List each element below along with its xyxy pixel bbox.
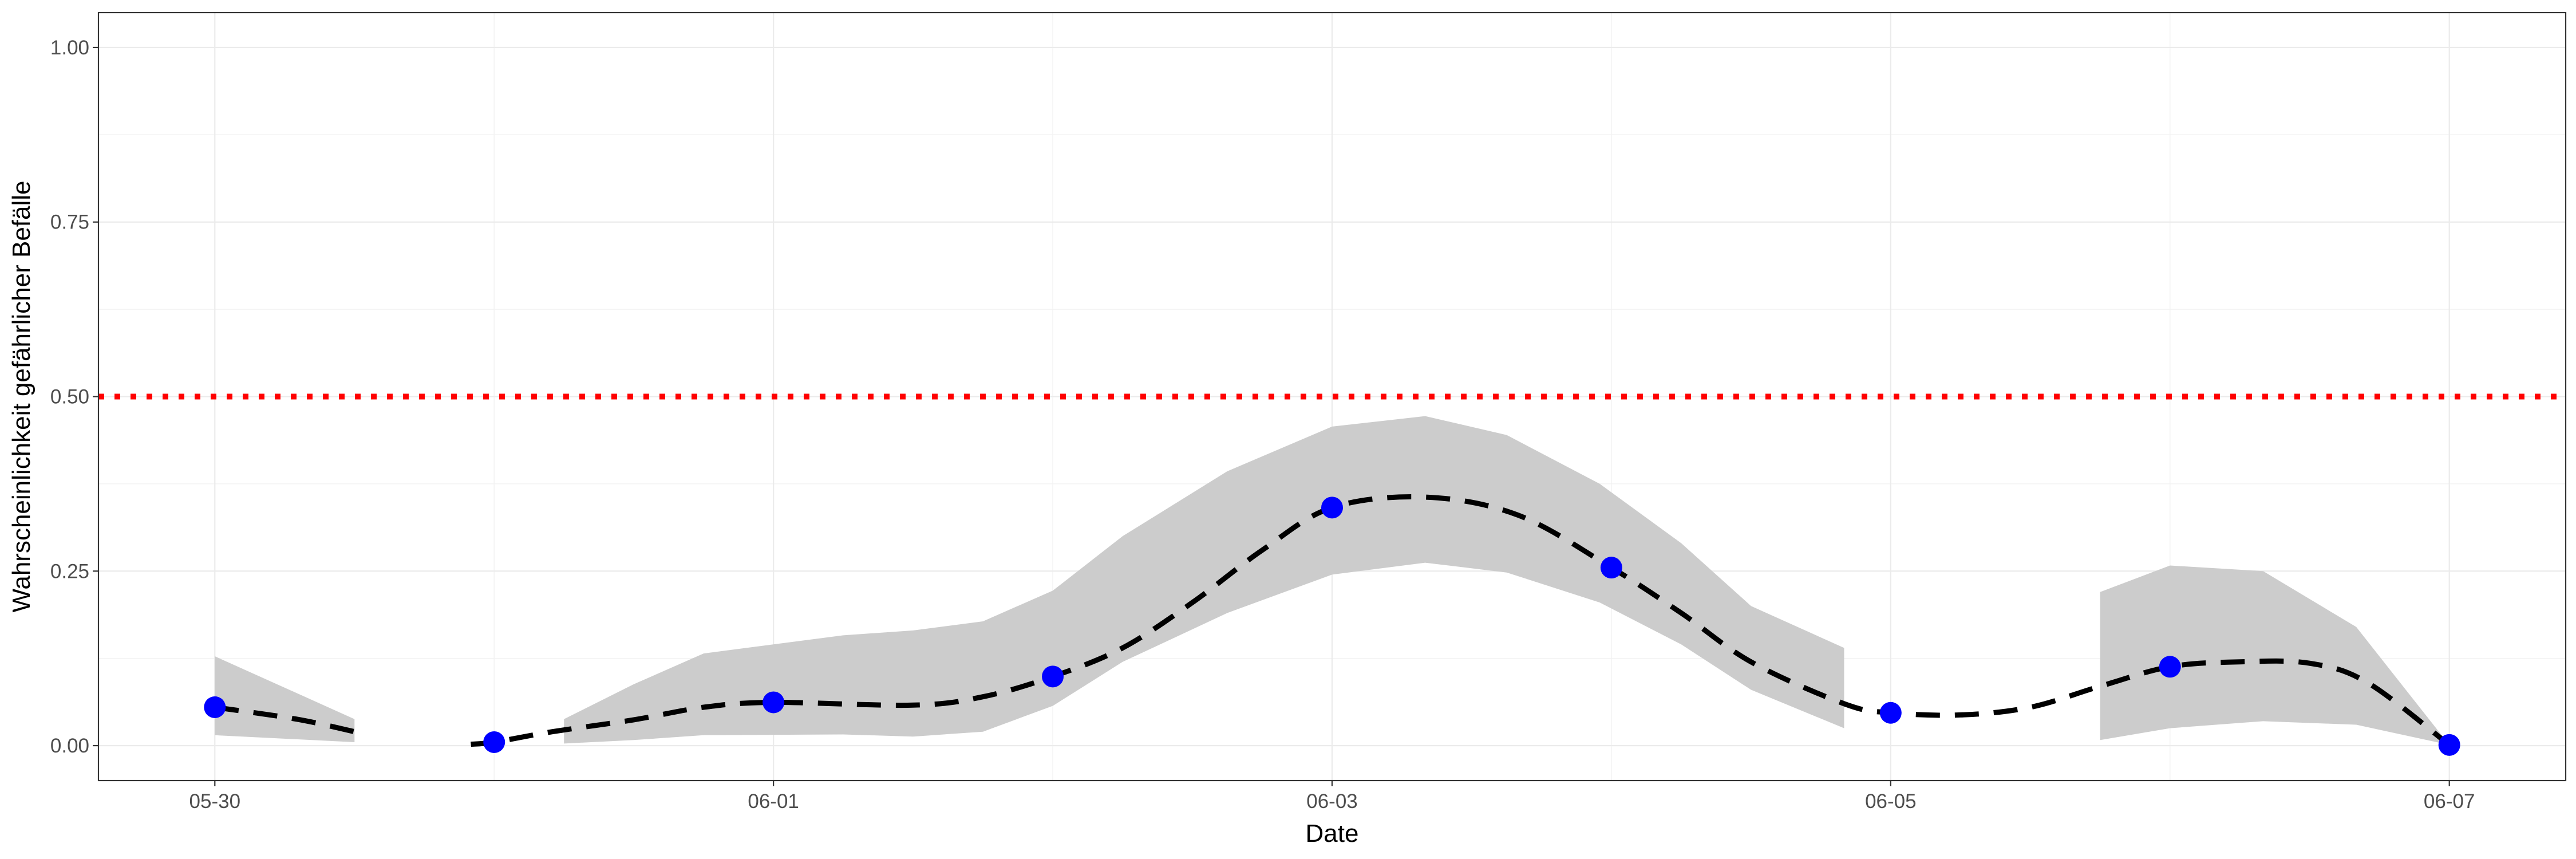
data-point <box>1321 497 1343 519</box>
y-tick-label: 1.00 <box>50 37 89 59</box>
data-point <box>2159 656 2181 678</box>
confidence-band <box>2100 565 2449 745</box>
data-point <box>1600 557 1622 579</box>
data-point <box>1879 702 1902 724</box>
x-tick-label: 06-07 <box>2424 790 2475 813</box>
y-tick-label: 0.50 <box>50 386 89 408</box>
data-point <box>1042 665 1064 688</box>
axes: 0.00 0.25 0.50 0.75 1.00 05-30 06-01 06-03 06-05… <box>50 37 2475 813</box>
x-axis-title: Date <box>1306 819 1359 848</box>
trend-line-segment <box>214 704 355 735</box>
points <box>204 497 2460 756</box>
trend-line-segment <box>471 494 2451 747</box>
data-point <box>762 691 785 714</box>
y-axis-title: Wahrscheinlichkeit gefährlicher Befälle <box>7 180 35 612</box>
x-tick-label: 06-01 <box>748 790 799 813</box>
data-point <box>2438 734 2460 756</box>
trend-line <box>214 494 2451 747</box>
x-tick-label: 05-30 <box>189 790 241 813</box>
x-tick-label: 06-05 <box>1865 790 1917 813</box>
confidence-band <box>564 416 1844 744</box>
data-point <box>204 696 226 718</box>
y-tick-label: 0.00 <box>50 735 89 757</box>
confidence-band <box>215 656 355 742</box>
x-tick-label: 06-03 <box>1306 790 1358 813</box>
ribbons <box>215 416 2449 745</box>
y-tick-label: 0.75 <box>50 211 89 234</box>
data-point <box>483 731 505 753</box>
y-tick-label: 0.25 <box>50 560 89 582</box>
